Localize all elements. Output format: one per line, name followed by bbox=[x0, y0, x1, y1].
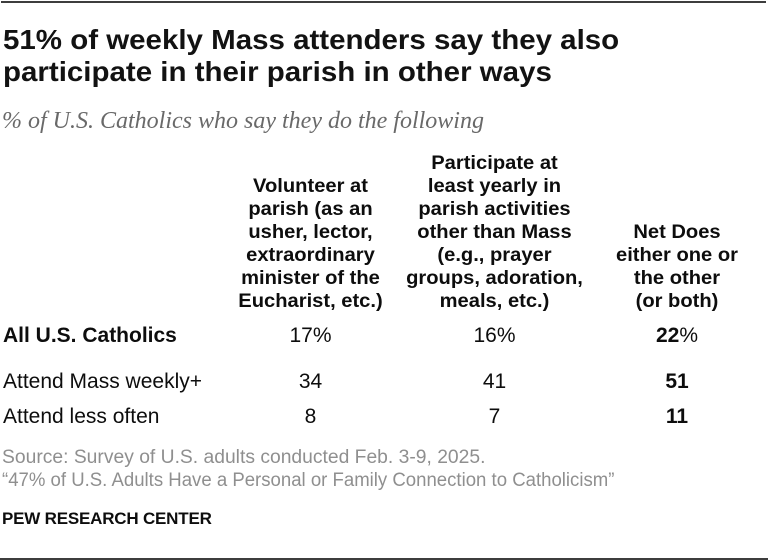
cell-participate: 7 bbox=[488, 405, 501, 428]
cell-participate: 41 bbox=[482, 370, 507, 393]
cell-net: 22% bbox=[587, 325, 767, 346]
cell-net-number: 11 bbox=[665, 405, 689, 428]
cell-participate: 16% bbox=[473, 324, 516, 347]
cell-net: 51 bbox=[587, 371, 767, 392]
row-label: All U.S. Catholics bbox=[3, 324, 177, 347]
title-line-2: participate in their parish in other way… bbox=[3, 56, 552, 87]
chart-subtitle: % of U.S. Catholics who say they do the … bbox=[2, 108, 484, 134]
title-line-1: 51% of weekly Mass attenders say they al… bbox=[3, 24, 620, 55]
source-note: Source: Survey of U.S. adults conducted … bbox=[2, 447, 486, 468]
cell-volunteer: 34 bbox=[298, 370, 323, 393]
column-header-participate: Participate at least yearly in parish ac… bbox=[406, 153, 583, 312]
cell-net: 11 bbox=[587, 406, 767, 427]
pew-research-center-wordmark: PEW RESEARCH CENTER bbox=[2, 509, 212, 528]
cell-volunteer: 8 bbox=[304, 405, 317, 428]
bottom-rule bbox=[0, 558, 768, 560]
column-header-volunteer: Volunteer at parish (as an usher, lector… bbox=[238, 176, 383, 312]
row-label: Attend less often bbox=[3, 405, 160, 428]
cell-volunteer: 17% bbox=[289, 324, 332, 347]
cell-net-number: 22 bbox=[655, 324, 680, 347]
cell-net-suffix: % bbox=[679, 324, 699, 347]
row-label: Attend Mass weekly+ bbox=[3, 370, 203, 393]
column-header-net: Net Does either one or the other (or bot… bbox=[616, 222, 738, 312]
page-title: 51% of weekly Mass attenders say they al… bbox=[3, 24, 619, 88]
cell-net-number: 51 bbox=[665, 370, 689, 393]
report-title-note: “47% of U.S. Adults Have a Personal or F… bbox=[2, 470, 615, 491]
top-rule bbox=[1, 1, 766, 3]
